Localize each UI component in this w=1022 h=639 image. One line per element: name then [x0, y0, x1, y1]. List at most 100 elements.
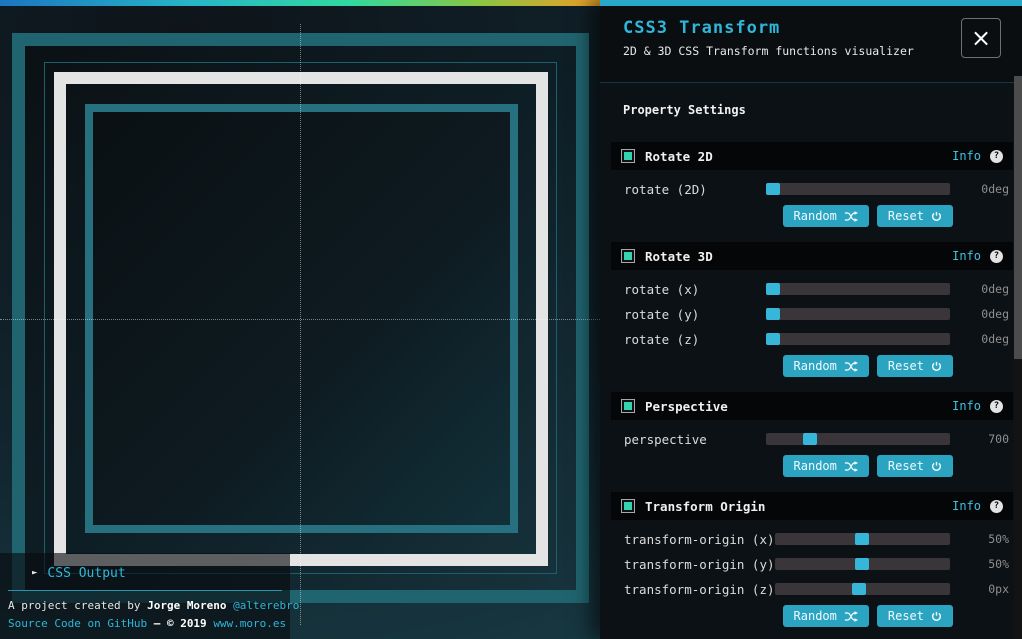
slider-value: 700: [988, 432, 1009, 446]
slider-track[interactable]: [766, 308, 950, 320]
slider-handle[interactable]: [855, 558, 870, 570]
slider-row-origin-x: transform-origin (x) 50%: [611, 531, 1013, 547]
panel-header: CSS3 Transform 2D & 3D CSS Transform fun…: [600, 6, 1022, 83]
shuffle-icon: [844, 210, 858, 222]
info-link[interactable]: Info: [952, 399, 981, 413]
panel-body: Property Settings Rotate 2D Info ? rotat…: [600, 83, 1022, 639]
shuffle-icon: [844, 610, 858, 622]
author-name: Jorge Moreno: [147, 599, 227, 612]
reset-button[interactable]: Reset: [876, 455, 953, 477]
slider-handle[interactable]: [852, 583, 867, 595]
css-output-panel: ► CSS Output A project created by Jorge M…: [0, 553, 299, 639]
css-output-label: CSS Output: [47, 566, 126, 581]
site-link[interactable]: www.moro.es: [213, 617, 287, 630]
enable-checkbox[interactable]: [621, 149, 635, 163]
slider-track[interactable]: [766, 433, 950, 445]
slider-value: 50%: [988, 557, 1009, 571]
checkbox-check-icon: [624, 502, 632, 510]
random-label: Random: [793, 359, 837, 373]
slider-row-rotate-2d: rotate (2D) 0deg: [611, 181, 1013, 197]
source-code-link[interactable]: Source Code on GitHub: [8, 617, 148, 630]
enable-checkbox[interactable]: [621, 249, 635, 263]
slider-handle[interactable]: [766, 308, 780, 320]
settings-heading: Property Settings: [623, 103, 746, 117]
enable-checkbox[interactable]: [621, 399, 635, 413]
button-row: Random Reset: [611, 455, 1013, 477]
reset-button[interactable]: Reset: [876, 605, 953, 627]
random-button[interactable]: Random: [782, 355, 869, 377]
credits-line-2: Source Code on GitHub — © 2019 www.moro.…: [0, 615, 290, 633]
section-title: Rotate 2D: [645, 148, 713, 164]
slider-track[interactable]: [766, 333, 950, 345]
random-button[interactable]: Random: [782, 455, 869, 477]
power-icon: [931, 361, 942, 371]
section-title: Transform Origin: [645, 498, 766, 514]
power-icon: [931, 211, 942, 221]
visualizer-stage: ► CSS Output A project created by Jorge M…: [0, 0, 600, 639]
slider-label: perspective: [624, 431, 707, 447]
power-icon: [931, 611, 942, 621]
reset-button[interactable]: Reset: [876, 355, 953, 377]
rainbow-gradient-bar: [0, 0, 600, 6]
power-icon: [931, 461, 942, 471]
slider-handle[interactable]: [855, 533, 870, 545]
slider-track[interactable]: [766, 283, 950, 295]
slider-value: 0deg: [981, 332, 1009, 346]
info-link[interactable]: Info: [952, 149, 981, 163]
checkbox-check-icon: [624, 252, 632, 260]
help-icon[interactable]: ?: [990, 399, 1003, 413]
credit-prefix: A project created by: [8, 599, 148, 612]
section-transform-origin: Transform Origin Info ? transform-origin…: [611, 492, 1013, 627]
slider-value: 0deg: [981, 282, 1009, 296]
section-perspective: Perspective Info ? perspective 700 Rando…: [611, 392, 1013, 477]
panel-scrollbar-thumb[interactable]: [1014, 76, 1022, 359]
help-icon[interactable]: ?: [990, 499, 1003, 513]
slider-track[interactable]: [774, 533, 950, 545]
slider-track[interactable]: [774, 558, 950, 570]
reset-label: Reset: [887, 609, 924, 623]
app-title: CSS3 Transform: [623, 18, 781, 38]
slider-row-perspective: perspective 700: [611, 431, 1013, 447]
reset-label: Reset: [887, 209, 924, 223]
close-icon: ×: [970, 24, 992, 52]
random-label: Random: [793, 459, 837, 473]
slider-track[interactable]: [766, 183, 950, 195]
slider-label: rotate (2D): [624, 181, 707, 197]
css-output-toggle[interactable]: ► CSS Output: [0, 553, 290, 581]
slider-handle[interactable]: [803, 433, 818, 445]
section-title: Perspective: [645, 398, 728, 414]
slider-handle[interactable]: [766, 333, 780, 345]
section-header-rotate-3d: Rotate 3D Info ?: [611, 242, 1013, 270]
section-rotate-2d: Rotate 2D Info ? rotate (2D) 0deg Random: [611, 142, 1013, 227]
shuffle-icon: [844, 360, 858, 372]
enable-checkbox[interactable]: [621, 499, 635, 513]
section-header-transform-origin: Transform Origin Info ?: [611, 492, 1013, 520]
button-row: Random Reset: [611, 605, 1013, 627]
button-row: Random Reset: [611, 205, 1013, 227]
slider-value: 0px: [988, 582, 1009, 596]
credits-line-1: A project created by Jorge Moreno @alter…: [0, 591, 299, 615]
info-link[interactable]: Info: [952, 249, 981, 263]
slider-track[interactable]: [774, 583, 950, 595]
random-button[interactable]: Random: [782, 605, 869, 627]
author-handle-link[interactable]: @alterebro: [226, 599, 300, 612]
close-button[interactable]: ×: [961, 18, 1001, 58]
info-link[interactable]: Info: [952, 499, 981, 513]
reset-button[interactable]: Reset: [876, 205, 953, 227]
help-icon[interactable]: ?: [990, 149, 1003, 163]
slider-row-origin-z: transform-origin (z) 0px: [611, 582, 1013, 597]
slider-label: transform-origin (x): [624, 531, 775, 547]
random-button[interactable]: Random: [782, 205, 869, 227]
random-label: Random: [793, 609, 837, 623]
slider-handle[interactable]: [766, 183, 780, 195]
slider-label: rotate (y): [624, 306, 700, 322]
transform-target-square: [85, 104, 518, 533]
frame-thin-teal-outline: [44, 62, 557, 574]
checkbox-check-icon: [624, 402, 632, 410]
slider-row-rotate-y: rotate (y) 0deg: [611, 306, 1013, 322]
help-icon[interactable]: ?: [990, 249, 1003, 263]
slider-label: rotate (z): [624, 331, 700, 347]
slider-handle[interactable]: [766, 283, 780, 295]
section-title: Rotate 3D: [645, 248, 713, 264]
